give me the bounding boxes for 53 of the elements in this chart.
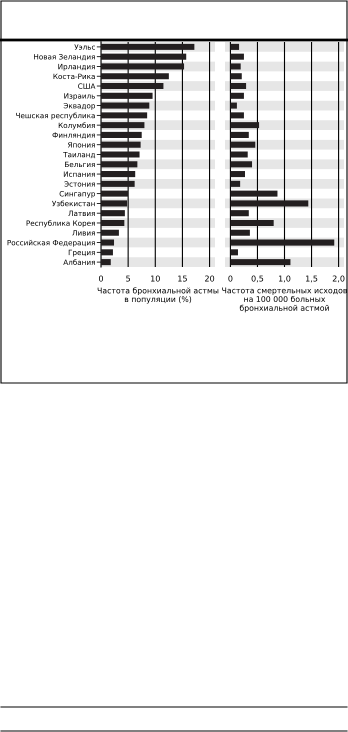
bar (101, 171, 136, 178)
bar (230, 142, 256, 148)
x-tick-label: 2,0 (332, 275, 344, 282)
bar (101, 54, 186, 60)
bar (230, 259, 290, 266)
bar (101, 220, 124, 226)
bar (230, 82, 246, 90)
x-tick-label: 0 (98, 275, 104, 282)
x-tick-label: 0,5 (252, 275, 264, 282)
bar (101, 180, 135, 187)
bar (101, 230, 119, 236)
bar (230, 92, 244, 99)
bar (230, 230, 250, 236)
bar (101, 200, 128, 206)
bar (101, 210, 125, 216)
x-tick-label: 10 (151, 275, 160, 282)
bar (230, 249, 238, 256)
bar (101, 102, 150, 109)
bar (230, 122, 260, 128)
bar (101, 82, 164, 90)
bar (101, 73, 169, 80)
x-tick-label: 20 (205, 275, 214, 282)
x-tick-label: 15 (178, 276, 187, 282)
bar (230, 200, 308, 206)
bar (230, 63, 241, 70)
bar (230, 161, 252, 168)
bar (101, 122, 144, 128)
bar (230, 220, 274, 226)
bar (101, 161, 138, 168)
bar (230, 171, 246, 178)
bar (101, 92, 153, 99)
bar (101, 132, 142, 138)
bar (230, 151, 248, 158)
bar (101, 259, 111, 266)
bar (230, 102, 237, 109)
bar (101, 240, 114, 246)
bar (101, 63, 184, 70)
bar (230, 54, 244, 60)
bar (230, 180, 240, 187)
bar (230, 44, 240, 50)
bar (230, 73, 242, 80)
bar (230, 112, 244, 118)
bar (230, 132, 249, 138)
bar (101, 142, 141, 148)
bar (101, 112, 148, 118)
x-tick-label: 1,0 (278, 275, 290, 282)
bar (101, 249, 113, 256)
bar (230, 210, 249, 216)
bar (101, 190, 128, 197)
x-tick-label: 5 (126, 276, 130, 282)
x-tick-label: 0 (228, 275, 232, 282)
x-tick-label: 1,5 (306, 276, 318, 282)
bar (230, 190, 278, 197)
